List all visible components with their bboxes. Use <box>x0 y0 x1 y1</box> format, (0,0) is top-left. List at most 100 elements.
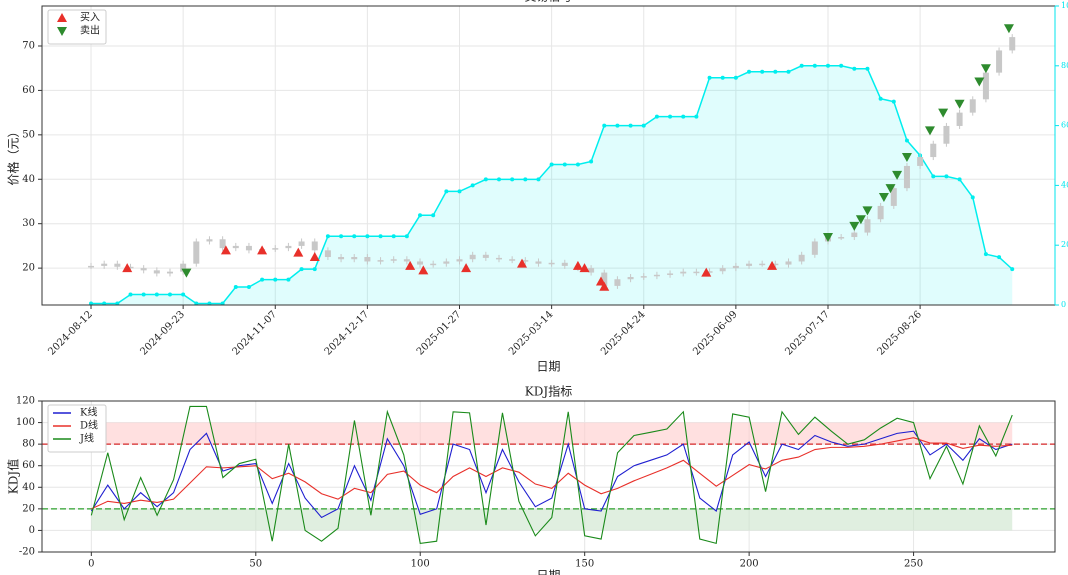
x-axis-label: 日期 <box>536 569 560 575</box>
candle <box>298 241 305 246</box>
sell-marker <box>849 221 860 231</box>
candle <box>548 262 555 265</box>
buy-marker <box>257 245 268 255</box>
point <box>891 99 896 104</box>
point <box>760 69 765 74</box>
axes-frame <box>41 400 1056 553</box>
buy-marker <box>701 267 712 277</box>
point <box>431 213 436 218</box>
y2-tick-label: 100 <box>1061 1 1068 10</box>
candle <box>838 237 845 239</box>
legend-label: K线 <box>80 406 97 419</box>
legend-label: D线 <box>80 419 98 432</box>
point <box>1010 267 1015 272</box>
x-tick-label: 250 <box>904 559 923 570</box>
candle <box>430 263 437 266</box>
buy-marker <box>309 252 320 262</box>
point <box>115 301 120 305</box>
point <box>536 177 541 182</box>
point <box>181 292 186 297</box>
x-tick-label: 2024-12-17 <box>323 309 372 358</box>
point <box>931 174 936 179</box>
candle <box>443 261 450 264</box>
candle <box>667 273 674 275</box>
candle <box>772 263 779 266</box>
point <box>378 234 383 239</box>
point <box>154 292 159 297</box>
point <box>523 177 528 182</box>
point <box>957 177 962 182</box>
point <box>733 75 738 80</box>
y-tick-label: 60 <box>22 85 35 96</box>
point <box>549 162 554 167</box>
point <box>575 162 580 167</box>
sell-marker <box>878 193 889 203</box>
candle <box>759 263 766 266</box>
sell-marker <box>974 77 985 87</box>
point <box>997 255 1002 260</box>
candle <box>653 274 660 277</box>
point <box>194 301 199 305</box>
candle <box>877 205 884 220</box>
line <box>90 430 1013 519</box>
sell-marker <box>181 268 192 278</box>
candle <box>193 241 200 264</box>
point <box>220 301 225 305</box>
point <box>496 177 501 182</box>
point <box>404 234 409 239</box>
candle <box>219 239 226 249</box>
y-axis-label: KDJ值 <box>6 459 21 494</box>
x-tick-label: 2024-08-12 <box>46 309 95 358</box>
chart-title: 交易信号 <box>524 0 572 4</box>
candle <box>943 125 950 144</box>
y-tick-label: 100 <box>16 417 35 428</box>
candle <box>969 99 976 113</box>
buy-marker <box>572 260 583 270</box>
y-tick-label: 80 <box>22 439 35 450</box>
candle <box>417 261 424 265</box>
candle <box>982 72 989 100</box>
sell-marker <box>1003 24 1014 34</box>
candle <box>535 261 542 264</box>
point <box>865 66 870 71</box>
point <box>786 69 791 74</box>
point <box>681 114 686 119</box>
point <box>141 292 146 297</box>
sell-marker <box>885 184 896 194</box>
sell-marker <box>57 27 67 36</box>
buy-marker <box>767 260 778 270</box>
point <box>352 234 357 239</box>
candle <box>153 270 160 274</box>
buy-marker <box>220 245 231 255</box>
candle <box>732 265 739 269</box>
point <box>615 123 620 128</box>
candle <box>364 257 371 262</box>
candle <box>719 268 726 272</box>
y-tick-label: 40 <box>22 174 35 185</box>
point <box>260 277 265 282</box>
sell-marker <box>980 64 991 74</box>
point <box>944 174 949 179</box>
candle <box>917 157 924 166</box>
candle <box>114 263 121 267</box>
y2-tick-label: 60 <box>1061 121 1068 130</box>
buy-marker <box>293 247 304 257</box>
x-tick-label: 2025-06-09 <box>691 309 740 358</box>
y-tick-label: 40 <box>22 482 35 493</box>
point <box>510 177 515 182</box>
point <box>747 69 752 74</box>
candle <box>1009 37 1016 51</box>
point <box>983 252 988 257</box>
candle <box>614 279 621 286</box>
candle <box>798 254 805 262</box>
candle <box>851 232 858 238</box>
candle <box>509 259 516 261</box>
buy-marker <box>599 281 610 291</box>
candle <box>640 276 647 278</box>
candle <box>864 219 871 233</box>
y-tick-label: 20 <box>22 263 35 274</box>
x-tick-label: 2025-04-24 <box>599 309 648 358</box>
point <box>720 75 725 80</box>
candle <box>890 188 897 206</box>
candle <box>232 245 239 249</box>
